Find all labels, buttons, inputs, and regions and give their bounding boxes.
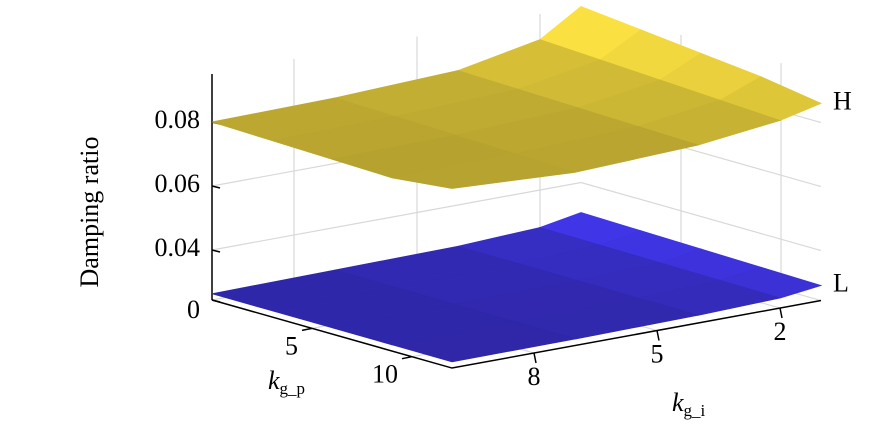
y-tick-label: 8 — [528, 362, 541, 391]
y-tick — [656, 330, 660, 341]
y-tick-label: 2 — [774, 317, 787, 346]
x-axis-label: kg_p — [268, 366, 305, 398]
y-tick — [533, 352, 537, 364]
series-label: L — [833, 269, 849, 298]
surface-patch — [391, 321, 576, 363]
x-tick — [301, 327, 313, 332]
x-tick-label: 10 — [372, 360, 398, 389]
z-tick — [211, 249, 221, 253]
z-tick-label: 0.08 — [155, 105, 201, 134]
z-tick-label: 0 — [187, 295, 200, 324]
surface-patch — [391, 153, 576, 189]
z-tick — [211, 185, 221, 189]
x-label-sub: g_p — [280, 379, 306, 398]
y-label-sub: g_i — [684, 401, 706, 420]
series-label: H — [833, 86, 852, 115]
z-axis-label: Damping ratio — [75, 137, 104, 288]
x-tick — [401, 355, 413, 360]
grid-line — [211, 181, 822, 252]
x-tick-label: 5 — [285, 331, 298, 360]
y-tick-label: 5 — [651, 340, 664, 369]
y-axis-label: kg_i — [672, 388, 706, 420]
y-tick — [779, 307, 783, 319]
floor-axes — [211, 299, 822, 369]
x-label-symbol: k — [268, 366, 280, 395]
y-label-symbol: k — [672, 388, 684, 417]
z-tick-label: 0.04 — [155, 233, 201, 262]
z-tick-label: 0.06 — [155, 169, 201, 198]
